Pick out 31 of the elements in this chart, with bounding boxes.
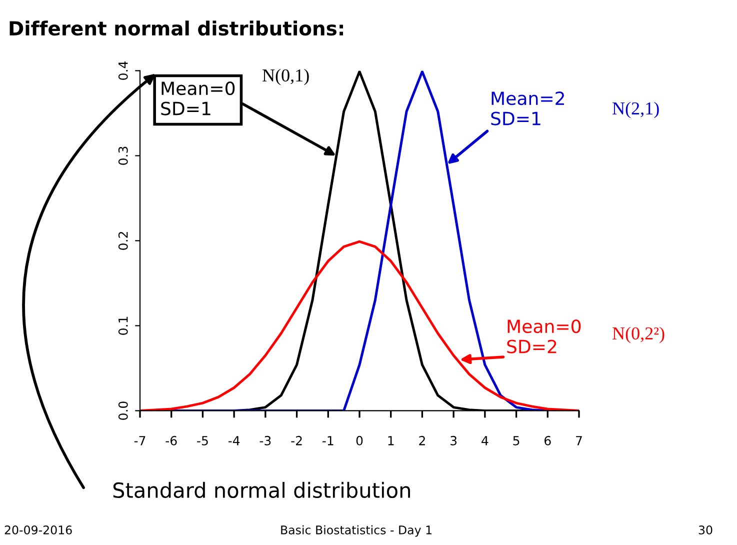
x-tick-label: 5 (513, 436, 520, 446)
x-tick-label: 7 (576, 436, 582, 446)
x-tick-label: -5 (197, 436, 208, 446)
x-tick-label: -3 (260, 436, 271, 446)
x-tick-label: -6 (166, 436, 177, 446)
annotation: Mean=0 SD=1 (161, 81, 235, 116)
chart-title: Different normal distributions: (10, 20, 344, 36)
x-tick-label: 4 (482, 436, 488, 446)
annotation: N(0,1) (262, 68, 309, 86)
y-tick-label: 0.4 (118, 61, 128, 80)
x-tick-label: -1 (322, 436, 334, 446)
text: Standard normal distribution (113, 482, 410, 498)
text: N(0,2²) (612, 326, 664, 344)
text: N(2,1) (612, 102, 659, 118)
y-tick-label: 0.1 (118, 316, 128, 335)
text: 30 (698, 525, 712, 534)
y-tick-label: 0.3 (118, 146, 128, 165)
x-tick-label: 1 (388, 436, 394, 446)
x-tick-label: -7 (134, 436, 146, 446)
x-tick-label: 3 (450, 436, 457, 446)
x-tick-label: -4 (228, 436, 240, 446)
annotation: Mean=2 SD=1 (491, 91, 564, 126)
y-tick-label: 0.0 (118, 402, 128, 420)
annotation: Mean=0 SD=2 (507, 319, 581, 354)
x-tick-label: 2 (419, 436, 425, 446)
text: 20-09-2016 (4, 525, 72, 534)
x-tick-label: 0 (356, 436, 363, 446)
text: Basic Biostatistics - Day 1 (281, 525, 432, 537)
y-tick-label: 0.2 (118, 232, 128, 250)
x-tick-label: -2 (291, 436, 302, 446)
x-tick-label: 6 (544, 436, 551, 446)
